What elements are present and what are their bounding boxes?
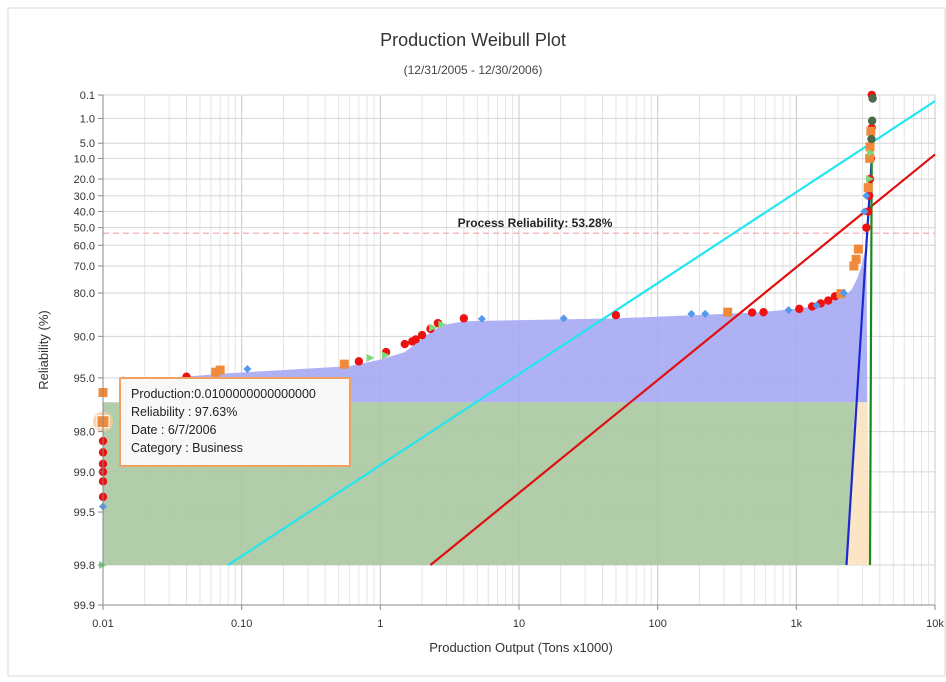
data-point[interactable] (862, 223, 871, 232)
data-point[interactable] (459, 314, 469, 323)
fit-line-0 (227, 100, 936, 566)
data-point[interactable] (611, 310, 621, 320)
fit-line-1 (429, 153, 936, 566)
data-point[interactable] (438, 320, 447, 329)
chart-subtitle: (12/31/2005 - 12/30/2006) (404, 63, 543, 77)
y-tick-label: 50.0 (74, 223, 95, 235)
tooltip-reliability: Reliability : 97.63% (131, 405, 238, 419)
data-point[interactable] (865, 153, 875, 163)
data-point[interactable] (429, 323, 438, 332)
data-point[interactable] (339, 359, 349, 369)
y-tick-label: 99.8 (74, 560, 95, 572)
data-point[interactable] (723, 307, 733, 317)
data-point[interactable] (866, 149, 875, 158)
data-point[interactable] (795, 304, 804, 314)
data-point[interactable] (866, 126, 876, 136)
x-tick-label: 1k (791, 618, 803, 630)
data-point[interactable] (853, 244, 863, 254)
data-point[interactable] (866, 175, 875, 184)
y-tick-label: 99.0 (74, 467, 95, 479)
shaded-area-1 (123, 245, 868, 403)
x-tick-label: 10 (513, 618, 525, 630)
data-point[interactable] (862, 191, 871, 200)
data-point[interactable] (382, 351, 391, 360)
tooltip-production: Production:0.0100000000000000 (131, 387, 316, 401)
data-point[interactable] (411, 335, 420, 344)
y-tick-label: 99.9 (74, 600, 95, 612)
y-tick-label: 5.0 (80, 138, 95, 150)
data-point[interactable] (354, 357, 364, 366)
tooltip-date: Date : 6/7/2006 (131, 423, 217, 437)
data-point[interactable] (812, 301, 821, 310)
y-tick-label: 10.0 (74, 153, 95, 165)
data-point[interactable] (366, 353, 375, 362)
x-tick-label: 0.01 (92, 618, 113, 630)
tooltip-category: Category : Business (131, 441, 243, 455)
data-point[interactable] (868, 94, 877, 103)
data-point[interactable] (559, 314, 568, 323)
data-point[interactable] (860, 207, 869, 216)
y-tick-label: 95.0 (74, 373, 95, 385)
x-axis-label: Production Output (Tons x1000) (429, 640, 613, 655)
y-axis-label: Reliability (%) (36, 310, 51, 389)
y-tick-label: 70.0 (74, 261, 95, 273)
y-tick-label: 40.0 (74, 207, 95, 219)
y-tick-label: 80.0 (74, 288, 95, 300)
chart-title: Production Weibull Plot (380, 30, 566, 50)
point-tooltip: Production:0.0100000000000000 Reliabilit… (119, 377, 351, 467)
x-tick-label: 100 (648, 618, 666, 630)
data-point[interactable] (863, 183, 873, 193)
data-point[interactable] (851, 254, 861, 264)
fit-lines (227, 100, 936, 566)
y-tick-label: 90.0 (74, 331, 95, 343)
data-point[interactable] (824, 296, 833, 305)
y-tick-label: 98.0 (74, 427, 95, 439)
y-tick-label: 0.1 (80, 90, 95, 102)
data-point[interactable] (865, 142, 875, 152)
y-tick-label: 20.0 (74, 174, 95, 186)
data-point[interactable] (400, 339, 409, 349)
shaded-area-2 (846, 402, 870, 565)
data-point[interactable] (243, 365, 252, 374)
y-tick-label: 30.0 (74, 191, 95, 203)
data-point[interactable] (701, 309, 710, 318)
data-point[interactable] (687, 309, 696, 318)
data-point[interactable] (839, 289, 848, 298)
axes: 0.1 1.0 5.0 10.0 20.0 30.0 40.0 50.0 60.0 70.0 80.… (74, 90, 945, 630)
data-point[interactable] (215, 365, 225, 375)
data-point[interactable] (784, 306, 793, 315)
data-point[interactable] (417, 330, 427, 340)
data-point[interactable] (477, 314, 486, 323)
process-reliability-label: Process Reliability: 53.28% (458, 216, 613, 230)
data-point[interactable] (849, 261, 859, 271)
x-tick-label: 10k (926, 618, 944, 630)
y-tick-label: 60.0 (74, 240, 95, 252)
y-tick-label: 1.0 (80, 113, 95, 125)
data-point[interactable] (759, 307, 768, 317)
x-tick-label: 0.10 (231, 618, 252, 630)
x-tick-label: 1 (377, 618, 383, 630)
data-point[interactable] (867, 116, 877, 125)
y-tick-label: 99.5 (74, 507, 95, 519)
data-point[interactable] (867, 134, 876, 144)
data-point[interactable] (747, 308, 757, 317)
